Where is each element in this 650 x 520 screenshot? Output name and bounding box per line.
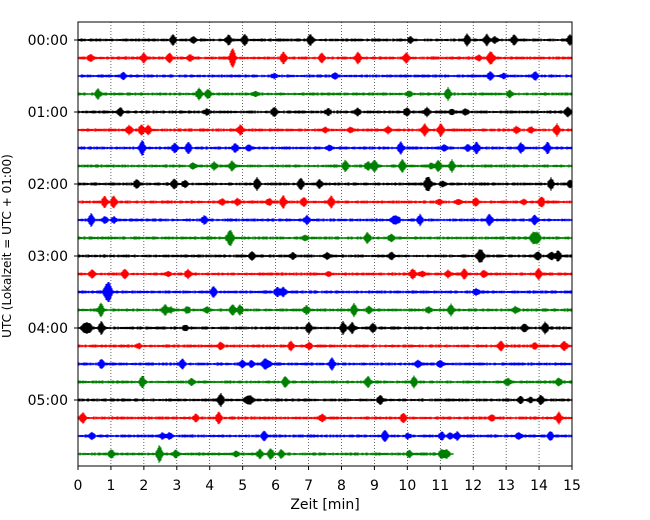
y-tick-label: 05:00	[28, 393, 68, 409]
x-axis: 0 1 2 3 4 5 6 7 8 9 10 11 12 13 14 15	[74, 466, 581, 494]
trace-0115	[77, 123, 573, 137]
x-tick-label: 2	[139, 478, 148, 494]
trace-0015	[77, 48, 573, 68]
trace-0045	[77, 87, 573, 101]
trace-0215	[77, 195, 573, 209]
x-tick-label: 8	[337, 478, 346, 494]
x-tick-label: 1	[106, 478, 115, 494]
seismic-traces	[77, 33, 573, 463]
x-tick-label: 10	[398, 478, 416, 494]
y-tick-label: 01:00	[28, 105, 68, 121]
trace-0500	[77, 393, 573, 407]
trace-0515	[77, 411, 573, 425]
trace-0530	[77, 430, 573, 442]
x-tick-label: 15	[563, 478, 581, 494]
y-tick-label: 04:00	[28, 321, 68, 337]
trace-0445	[77, 375, 573, 389]
trace-0000	[77, 33, 573, 47]
trace-0415	[77, 340, 573, 352]
trace-0100	[77, 106, 573, 118]
trace-0030	[77, 71, 573, 81]
x-tick-label: 4	[205, 478, 214, 494]
trace-0300	[77, 249, 573, 263]
y-tick-label: 02:00	[28, 177, 68, 193]
trace-0345	[77, 302, 573, 318]
x-tick-label: 9	[370, 478, 379, 494]
y-axis: 00:00 01:00 02:00 03:00 04:00 05:00	[28, 33, 78, 409]
y-tick-label: 03:00	[28, 249, 68, 265]
x-tick-label: 6	[271, 478, 280, 494]
x-tick-label: 12	[464, 478, 482, 494]
x-tick-label: 7	[304, 478, 313, 494]
x-tick-label: 14	[530, 478, 548, 494]
x-tick-label: 13	[497, 478, 515, 494]
trace-0245	[77, 230, 573, 246]
trace-0200	[77, 176, 573, 192]
x-tick-label: 3	[172, 478, 181, 494]
x-tick-label: 0	[74, 478, 83, 494]
y-axis-label: UTC (Lokalzeit = UTC + 01:00)	[0, 154, 14, 338]
trace-0330	[77, 282, 573, 302]
trace-0230	[77, 213, 573, 227]
trace-0545	[77, 445, 454, 463]
plot-frame	[77, 21, 573, 467]
y-tick-label: 00:00	[28, 33, 68, 49]
grid-lines	[110, 22, 540, 466]
trace-0400	[77, 321, 573, 335]
trace-0315	[77, 268, 573, 280]
x-tick-label: 5	[238, 478, 247, 494]
trace-0430	[77, 357, 573, 371]
x-tick-label: 11	[431, 478, 449, 494]
trace-0145	[77, 159, 573, 173]
x-axis-label: Zeit [min]	[290, 497, 359, 513]
trace-0130	[77, 140, 573, 156]
